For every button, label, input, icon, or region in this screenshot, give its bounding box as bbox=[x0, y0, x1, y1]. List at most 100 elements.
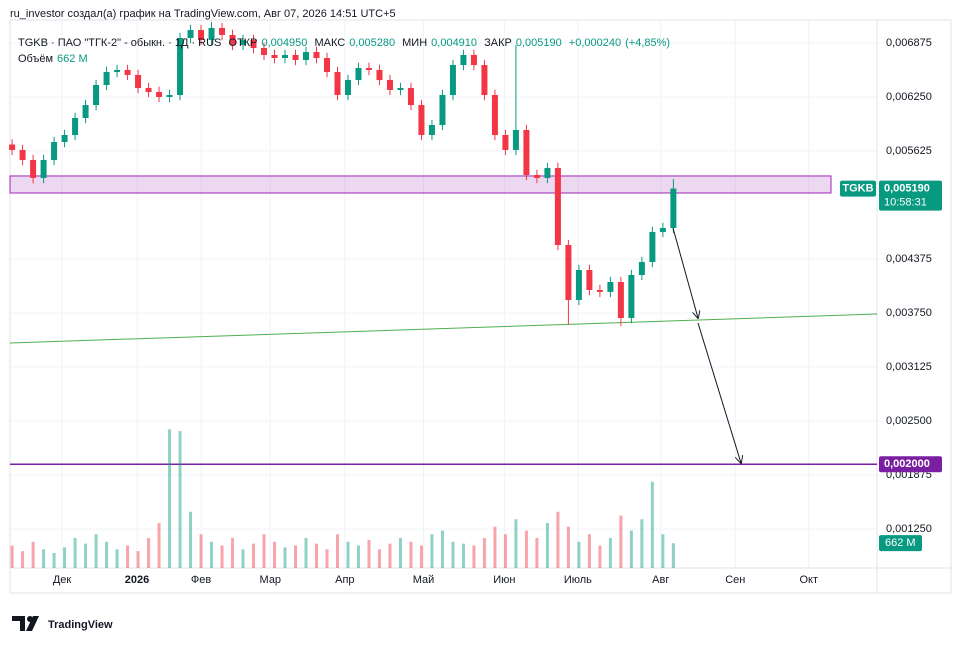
candle-body bbox=[61, 135, 68, 143]
y-tick-label: 0,004375 bbox=[886, 253, 932, 265]
volume-bar bbox=[377, 549, 381, 568]
candle-body bbox=[407, 88, 414, 106]
candle-body bbox=[512, 129, 519, 150]
volume-bar bbox=[314, 543, 318, 568]
candle-body bbox=[292, 54, 299, 61]
volume-bar bbox=[147, 538, 151, 568]
x-tick-label: Мар bbox=[260, 574, 282, 586]
candle-body bbox=[575, 269, 582, 300]
volume-bar bbox=[472, 545, 476, 568]
candle-body bbox=[365, 67, 372, 70]
volume-bar bbox=[168, 429, 172, 568]
volume-bar bbox=[409, 541, 413, 568]
volume-bar bbox=[503, 534, 507, 568]
candle-body bbox=[638, 261, 645, 275]
volume-bar bbox=[220, 545, 224, 568]
candle-body bbox=[523, 129, 530, 176]
candle-body bbox=[156, 91, 163, 97]
volume-bar bbox=[577, 541, 581, 568]
x-tick-label: Окт bbox=[800, 574, 819, 586]
volume-bar bbox=[42, 549, 46, 568]
volume-bar bbox=[199, 534, 203, 568]
x-tick-label: Июн bbox=[493, 574, 515, 586]
candle-body bbox=[617, 281, 624, 319]
volume-bar bbox=[461, 543, 465, 568]
brand: TradingView bbox=[48, 619, 113, 631]
candle-body bbox=[628, 274, 635, 319]
volume-bar bbox=[367, 539, 371, 568]
logo: TradingView bbox=[12, 616, 113, 631]
volume-bar bbox=[566, 526, 570, 568]
legend-row: Объём 662 M bbox=[18, 51, 674, 67]
legend-change-pct: (+4,85%) bbox=[625, 37, 671, 49]
volume-bar bbox=[325, 549, 329, 568]
volume-bar bbox=[629, 530, 633, 568]
volume-bar bbox=[157, 523, 161, 568]
candle-body bbox=[30, 159, 37, 178]
candle-body bbox=[103, 72, 110, 85]
legend-value: 0,005280 bbox=[349, 37, 396, 49]
volume-bar bbox=[388, 543, 392, 568]
candle-body bbox=[177, 37, 184, 96]
candle-body bbox=[208, 27, 215, 40]
symbol-badge bbox=[840, 180, 876, 197]
volume-bar bbox=[335, 534, 339, 568]
volume-bar bbox=[640, 519, 644, 568]
y-tick-label: 0,003750 bbox=[886, 307, 932, 319]
candle-body bbox=[271, 54, 278, 59]
volume-bar bbox=[294, 545, 298, 568]
volume-bar bbox=[535, 538, 539, 568]
candle-body bbox=[481, 65, 488, 96]
volume-bar bbox=[21, 551, 25, 568]
volume-bar bbox=[126, 545, 130, 568]
candle-body bbox=[229, 34, 236, 45]
y-tick-label: 0,003125 bbox=[886, 361, 932, 373]
volume-bar bbox=[283, 547, 287, 568]
volume-bar bbox=[430, 534, 434, 568]
legend-title: TGKB · ПАО "ТГК-2" - обыкн. · 1Д · RUS bbox=[18, 37, 222, 49]
symbol-label: TGKB bbox=[842, 182, 873, 194]
candle-body bbox=[565, 245, 572, 300]
candle-body bbox=[187, 30, 194, 38]
volume-bar bbox=[304, 538, 308, 568]
x-tick-label: Дек bbox=[53, 574, 72, 586]
volume-bar bbox=[671, 543, 675, 568]
candle-body bbox=[386, 79, 393, 90]
volume-bar bbox=[241, 549, 245, 568]
candle-body bbox=[491, 95, 498, 136]
legend-value: 0,004910 bbox=[431, 37, 478, 49]
candle-body bbox=[334, 72, 341, 96]
legend-label: ОТКР bbox=[228, 37, 258, 49]
x-tick-label: Июль bbox=[564, 574, 592, 586]
x-tick-label: Фев bbox=[191, 574, 211, 586]
volume-bar bbox=[105, 541, 109, 568]
volume-bar bbox=[210, 541, 214, 568]
volume-badge bbox=[879, 535, 922, 552]
volume-bar bbox=[31, 541, 35, 568]
hline-badge bbox=[879, 456, 942, 473]
attribution: ru_investor создал(а) график на TradingV… bbox=[10, 8, 396, 20]
legend-row: TGKB · ПАО "ТГК-2" - обыкн. · 1Д · RUS О… bbox=[18, 35, 674, 51]
arrow bbox=[697, 322, 741, 463]
candle-body bbox=[240, 39, 247, 45]
candle-body bbox=[470, 54, 477, 66]
candle-body bbox=[166, 95, 173, 97]
hline-label: 0,002000 bbox=[884, 458, 930, 470]
legend-label: Объём bbox=[18, 53, 54, 65]
candle-body bbox=[114, 69, 121, 73]
candle-body bbox=[533, 175, 540, 178]
candle-body bbox=[82, 105, 89, 118]
volume-bar bbox=[587, 534, 591, 568]
volume-bar bbox=[556, 511, 560, 568]
candle-body bbox=[554, 168, 561, 246]
candle-body bbox=[198, 30, 205, 40]
y-tick-label: 0,006250 bbox=[886, 91, 932, 103]
volume-bar bbox=[346, 541, 350, 568]
volume-bar bbox=[262, 534, 266, 568]
candle-body bbox=[302, 51, 309, 61]
trendline bbox=[9, 313, 878, 344]
candle-body bbox=[607, 281, 614, 292]
volume-label: 662 M bbox=[885, 537, 916, 549]
volume-bar bbox=[524, 530, 528, 568]
